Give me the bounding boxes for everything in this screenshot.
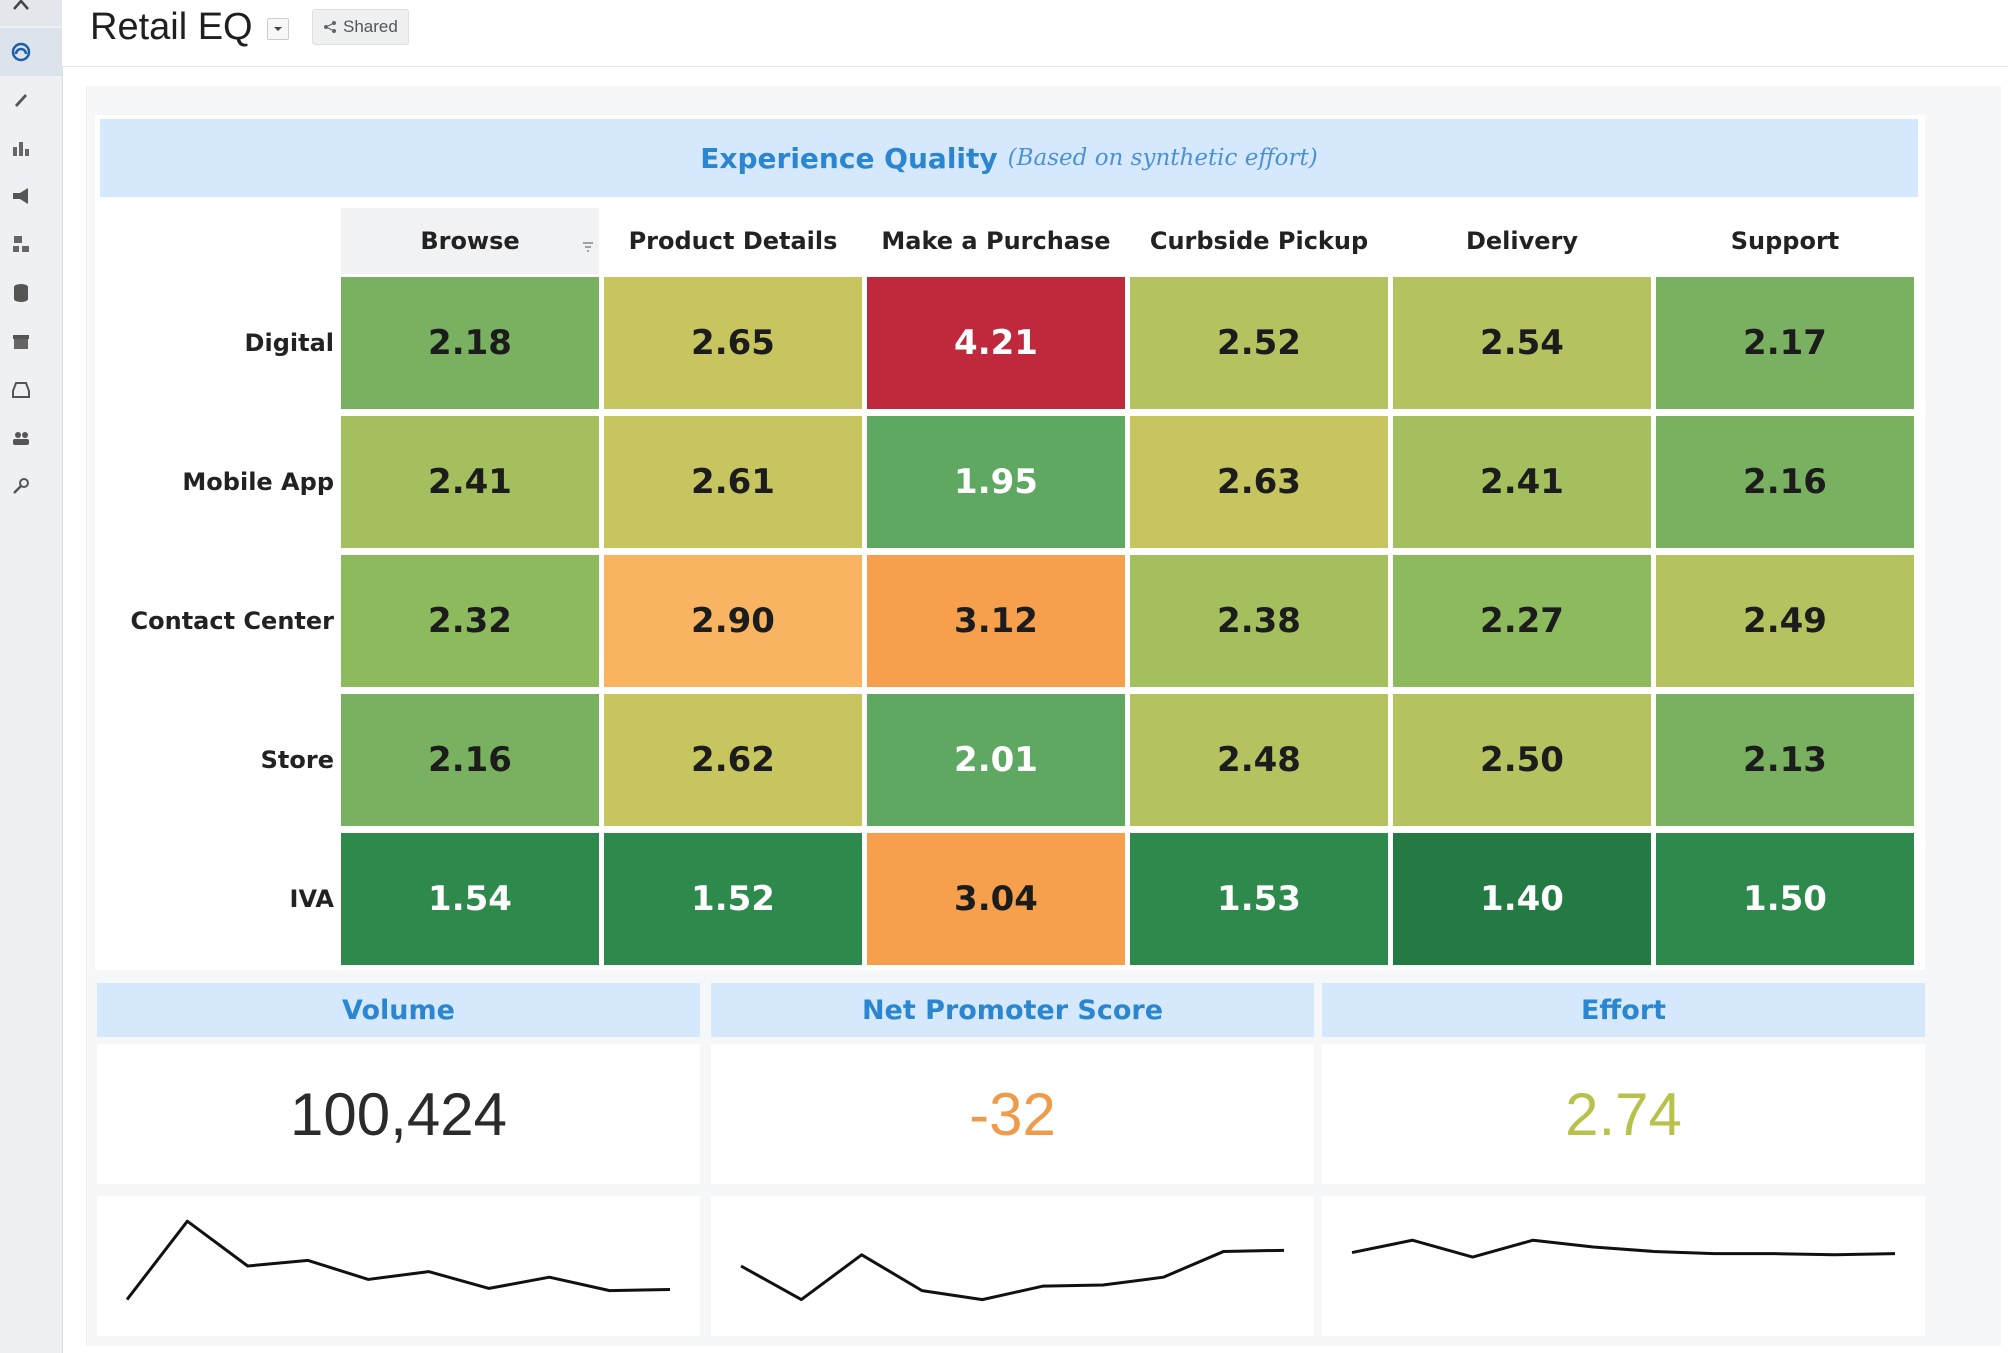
dashboard-header: Retail EQ Shared [62,0,2008,67]
volume-value: 100,424 [97,1044,700,1184]
heatmap-cell[interactable]: 1.50 [1656,833,1914,965]
heatmap-cell[interactable]: 2.54 [1393,277,1651,409]
heatmap-cell[interactable]: 2.48 [1130,694,1388,826]
heatmap-cell[interactable]: 2.01 [867,694,1125,826]
nps-sparkline-box [711,1196,1314,1336]
volume-trend-line [125,1219,671,1301]
heatmap-cell[interactable]: 2.49 [1656,555,1914,687]
experience-quality-banner: Experience Quality (Based on synthetic e… [100,119,1918,197]
heatmap-cell[interactable]: 3.04 [867,833,1125,965]
column-header-make-a-purchase[interactable]: Make a Purchase [867,208,1125,274]
effort-value: 2.74 [1322,1044,1925,1184]
heatmap-cell[interactable]: 2.65 [604,277,862,409]
gift-icon[interactable] [8,328,34,354]
column-header-label: Curbside Pickup [1149,227,1369,255]
heatmap-cell[interactable]: 2.61 [604,416,862,548]
share-icon [324,21,336,33]
eq-title: Experience Quality [700,141,998,175]
heatmap-cell[interactable]: 2.52 [1130,277,1388,409]
heatmap-cell[interactable]: 2.63 [1130,416,1388,548]
row-header-store: Store [260,746,334,774]
effort-header: Effort [1322,983,1925,1037]
heatmap-cell[interactable]: 2.90 [604,555,862,687]
nps-trend-line [740,1248,1285,1302]
browse-header-highlight [341,208,599,274]
heatmap-cell[interactable]: 2.62 [604,694,862,826]
shared-label: Shared [343,17,398,36]
heatmap-cell[interactable]: 2.50 [1393,694,1651,826]
column-header-label: Browse [420,227,520,255]
heatmap-cell[interactable]: 2.38 [1130,555,1388,687]
heatmap-cell[interactable]: 2.41 [341,416,599,548]
shared-badge[interactable]: Shared [312,9,409,45]
column-header-curbside-pickup[interactable]: Curbside Pickup [1130,208,1388,274]
volume-header: Volume [97,983,700,1037]
heatmap-cell[interactable]: 2.18 [341,277,599,409]
row-header-iva: IVA [289,885,334,913]
column-header-product-details[interactable]: Product Details [604,208,862,274]
sidebar-active-highlight [0,28,62,76]
eq-subtitle: (Based on synthetic effort) [1007,145,1318,171]
column-header-support[interactable]: Support [1656,208,1914,274]
database-icon[interactable] [8,280,34,306]
column-header-browse[interactable]: Browse [341,208,599,274]
sort-icon[interactable] [581,232,595,260]
column-header-label: Product Details [628,227,838,255]
key-icon[interactable] [8,474,34,500]
inbox-icon[interactable] [8,377,34,403]
heatmap-cell[interactable]: 2.16 [341,694,599,826]
home-icon[interactable] [8,0,34,20]
page-title: Retail EQ [90,6,253,48]
heatmap-cell[interactable]: 3.12 [867,555,1125,687]
column-header-label: Support [1730,227,1840,255]
volume-sparkline-box [97,1196,700,1336]
heatmap-cell[interactable]: 2.17 [1656,277,1914,409]
chevron-down-icon [274,27,282,31]
effort-sparkline-box [1322,1196,1925,1336]
heatmap-cell[interactable]: 4.21 [867,277,1125,409]
column-header-delivery[interactable]: Delivery [1393,208,1651,274]
column-header-label: Delivery [1465,227,1579,255]
pencil-icon[interactable] [8,86,34,112]
nps-sparkline [740,1248,1285,1302]
heatmap-cell[interactable]: 1.95 [867,416,1125,548]
row-header-mobile-app: Mobile App [182,468,334,496]
effort-sparkline [1351,1238,1896,1259]
org-icon[interactable] [8,231,34,257]
nps-value: -32 [711,1044,1314,1184]
users-icon[interactable] [8,425,34,451]
heatmap-cell[interactable]: 1.40 [1393,833,1651,965]
nps-header: Net Promoter Score [711,983,1314,1037]
heatmap-cell[interactable]: 2.41 [1393,416,1651,548]
megaphone-icon[interactable] [8,183,34,209]
heatmap-cell[interactable]: 2.16 [1656,416,1914,548]
effort-trend-line [1351,1238,1896,1259]
sidebar-top-strip [0,0,62,26]
heatmap-cell[interactable]: 2.32 [341,555,599,687]
column-header-label: Make a Purchase [881,227,1111,255]
heatmap-cell[interactable]: 1.52 [604,833,862,965]
heatmap-cell[interactable]: 1.54 [341,833,599,965]
left-sidebar [0,0,63,1353]
row-header-digital: Digital [244,329,334,357]
gauge-icon[interactable] [8,39,34,65]
row-header-contact-center: Contact Center [130,607,334,635]
heatmap-cell[interactable]: 2.13 [1656,694,1914,826]
heatmap-cell[interactable]: 1.53 [1130,833,1388,965]
volume-sparkline [125,1219,671,1301]
chart-icon[interactable] [8,135,34,161]
title-dropdown-button[interactable] [267,18,289,40]
heatmap-cell[interactable]: 2.27 [1393,555,1651,687]
